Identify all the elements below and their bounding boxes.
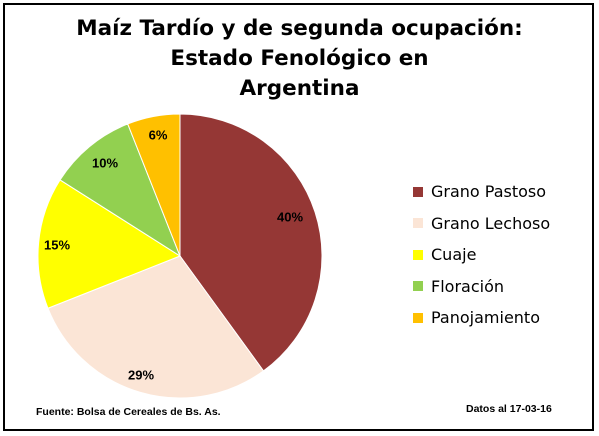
legend-swatch-panojamiento xyxy=(413,312,423,323)
legend-label-floracion: Floración xyxy=(431,276,504,296)
slice-label-panojamiento: 6% xyxy=(149,127,168,142)
legend-label-grano-lechoso: Grano Lechoso xyxy=(431,213,551,233)
date-note: Datos al 17-03-16 xyxy=(466,403,552,415)
legend-swatch-cuaje xyxy=(413,249,423,260)
chart-title-line-2: Estado Fenológico en xyxy=(170,46,429,71)
pie-slice-floracion xyxy=(59,123,182,258)
legend-item-panojamiento: Panojamiento xyxy=(413,302,550,334)
legend-swatch-grano-pastoso xyxy=(413,186,423,197)
chart-title-line-3: Argentina xyxy=(239,76,360,101)
legend: Grano Pastoso Grano Lechoso Cuaje Florac… xyxy=(413,176,550,334)
chart-title-line-1: Maíz Tardío y de segunda ocupación: xyxy=(76,16,523,41)
slice-label-cuaje: 15% xyxy=(44,237,70,252)
legend-item-grano-pastoso: Grano Pastoso xyxy=(413,176,550,208)
legend-item-floracion: Floración xyxy=(413,271,550,303)
slice-label-floracion: 10% xyxy=(92,155,118,170)
pie-slice-grano-pastoso xyxy=(179,113,323,372)
slice-label-grano-pastoso: 40% xyxy=(277,209,303,224)
pie-slice-panojamiento xyxy=(127,113,181,257)
legend-item-cuaje: Cuaje xyxy=(413,239,550,271)
legend-label-cuaje: Cuaje xyxy=(431,245,477,265)
chart-title: Maíz Tardío y de segunda ocupación: Esta… xyxy=(0,14,599,104)
slice-label-grano-lechoso: 29% xyxy=(128,367,154,382)
legend-item-grano-lechoso: Grano Lechoso xyxy=(413,208,550,240)
legend-label-grano-pastoso: Grano Pastoso xyxy=(431,182,547,202)
legend-swatch-grano-lechoso xyxy=(413,218,423,229)
pie-slice-cuaje xyxy=(37,179,182,309)
legend-swatch-floracion xyxy=(413,281,423,292)
source-note: Fuente: Bolsa de Cereales de Bs. As. xyxy=(36,406,221,418)
pie-slice-grano-lechoso xyxy=(47,255,265,399)
legend-label-panojamiento: Panojamiento xyxy=(431,308,540,328)
